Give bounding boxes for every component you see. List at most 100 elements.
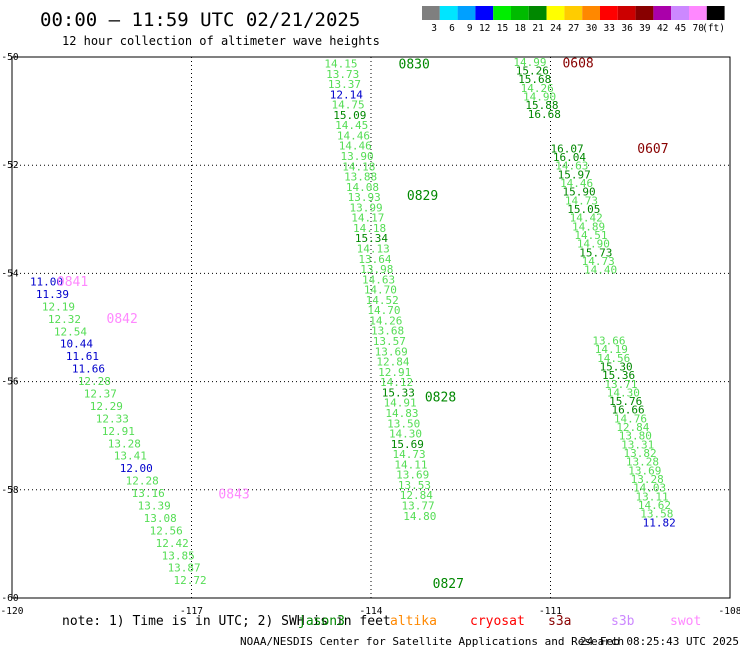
- swh-value-label: 14.46: [339, 140, 372, 153]
- swh-value-label: 15.05: [567, 203, 600, 216]
- swh-value-label: 12.91: [378, 366, 411, 379]
- swh-value-label: 12.72: [174, 574, 207, 587]
- swh-value-label: 14.80: [403, 510, 436, 523]
- swh-value-label: 13.90: [340, 150, 373, 163]
- legend-swatch: [689, 6, 707, 20]
- legend-swatch: [617, 6, 636, 20]
- satellite-key: jason3 altika cryosat s3a s3b swot: [298, 614, 701, 629]
- swh-value-label: 15.36: [602, 369, 635, 382]
- data-points: 14.1513.7313.3712.1414.7515.0914.4514.46…: [30, 56, 676, 587]
- swh-value-label: 12.33: [96, 412, 129, 425]
- swh-value-label: 14.62: [638, 499, 671, 512]
- footer-stamp: 24 Feb 08:25:43 UTC 2025: [580, 635, 739, 648]
- swh-value-label: 16.04: [553, 151, 586, 164]
- pass-time-label: 0828: [425, 391, 456, 406]
- legend-label: 70: [693, 23, 705, 34]
- swh-value-label: 14.40: [584, 264, 617, 277]
- swh-value-label: 13.28: [108, 437, 141, 450]
- swh-value-label: 13.69: [396, 469, 429, 482]
- satellite-key-altika: altika: [390, 614, 437, 629]
- swh-value-label: 12.00: [120, 462, 153, 475]
- swh-value-label: 13.85: [162, 549, 195, 562]
- pass-time-labels: 0830082908280827060806070606060508410842…: [57, 56, 669, 591]
- swh-value-label: 13.98: [360, 263, 393, 276]
- swh-value-label: 14.03: [633, 482, 666, 495]
- swh-value-label: 14.73: [582, 255, 615, 268]
- swh-value-label: 11.39: [36, 288, 69, 301]
- swh-value-label: 13.69: [628, 464, 661, 477]
- swh-value-label: 14.90: [577, 238, 610, 251]
- swh-value-label: 13.28: [631, 473, 664, 486]
- legend-label: 15: [497, 23, 508, 34]
- x-tick-label: -117: [180, 606, 203, 617]
- swh-value-label: 14.46: [337, 129, 370, 142]
- footer-note: note: 1) Time is in UTC; 2) SWH is in fe…: [62, 614, 391, 629]
- y-tick-label: -60: [1, 593, 18, 604]
- swh-value-label: 14.90: [523, 90, 556, 103]
- legend-swatch: [582, 6, 600, 20]
- swh-value-label: 12.29: [90, 400, 123, 413]
- swh-value-label: 14.42: [570, 212, 603, 225]
- swh-value-label: 13.68: [371, 325, 404, 338]
- swh-value-label: 12.84: [376, 356, 409, 369]
- legend-label: 33: [604, 23, 615, 34]
- y-tick-label: -54: [1, 268, 18, 279]
- swh-value-label: 14.83: [385, 407, 418, 420]
- swh-value-label: 13.28: [626, 456, 659, 469]
- swh-value-label: 14.13: [357, 243, 390, 256]
- swh-value-label: 15.97: [558, 168, 591, 181]
- swh-value-label: 12.19: [42, 300, 75, 313]
- swh-value-label: 14.45: [335, 119, 368, 132]
- swh-value-label: 14.56: [597, 352, 630, 365]
- swh-value-label: 13.80: [619, 430, 652, 443]
- swh-value-label: 14.76: [614, 412, 647, 425]
- swh-value-label: 14.26: [521, 82, 554, 95]
- legend-label: 18: [515, 23, 527, 34]
- swh-value-label: 14.91: [384, 397, 417, 410]
- swh-value-label: 13.41: [114, 450, 147, 463]
- legend-label: 6: [449, 23, 455, 34]
- swh-value-label: 13.73: [326, 68, 359, 81]
- color-scale-legend: 3 6 9 12 15 18 21 24 27 30 33 36 39 42 45 70(ft): [422, 6, 725, 34]
- swh-value-label: 13.66: [592, 334, 625, 347]
- swh-value-label: 13.08: [144, 512, 177, 525]
- swh-value-label: 14.30: [389, 428, 422, 441]
- swh-value-label: 13.57: [373, 335, 406, 348]
- swh-value-label: 15.34: [355, 232, 388, 245]
- swh-value-label: 14.63: [555, 160, 588, 173]
- satellite-key-s3a: s3a: [548, 614, 571, 629]
- swh-value-label: 15.33: [382, 386, 415, 399]
- pass-time-label: 0843: [218, 488, 249, 503]
- legend-label: 45: [675, 23, 686, 34]
- swh-value-label: 14.17: [351, 212, 384, 225]
- x-tick-label: -114: [360, 606, 383, 617]
- footer-credit: NOAA/NESDIS Center for Satellite Applica…: [240, 635, 624, 648]
- swh-value-label: 15.73: [579, 246, 612, 259]
- legend-label: 42: [657, 23, 668, 34]
- swh-value-label: 16.66: [612, 404, 645, 417]
- swh-value-label: 13.58: [640, 508, 673, 521]
- swh-value-label: 13.77: [402, 499, 435, 512]
- swh-value-label: 14.11: [394, 458, 427, 471]
- swh-value-label: 14.12: [380, 376, 413, 389]
- swh-value-label: 12.28: [78, 375, 111, 388]
- swh-value-label: 14.46: [560, 177, 593, 190]
- swh-value-label: 13.37: [328, 78, 361, 91]
- swh-value-label: 14.15: [324, 57, 357, 70]
- swh-value-label: 12.54: [54, 325, 87, 338]
- legend-label: 12: [479, 23, 490, 34]
- page-title: 00:00 – 11:59 UTC 02/21/2025: [40, 9, 360, 31]
- pass-time-label: 0829: [407, 189, 438, 204]
- swh-value-label: 13.93: [348, 191, 381, 204]
- swh-value-label: 13.53: [398, 479, 431, 492]
- swh-value-label: 13.64: [358, 253, 391, 266]
- legend-swatch: [528, 6, 547, 20]
- legend-label: 27: [568, 23, 579, 34]
- swh-value-label: 12.91: [102, 425, 135, 438]
- swh-value-label: 14.73: [393, 448, 426, 461]
- swh-value-label: 12.14: [330, 88, 363, 101]
- legend-swatch: [564, 6, 583, 20]
- satellite-key-swot: swot: [670, 614, 701, 629]
